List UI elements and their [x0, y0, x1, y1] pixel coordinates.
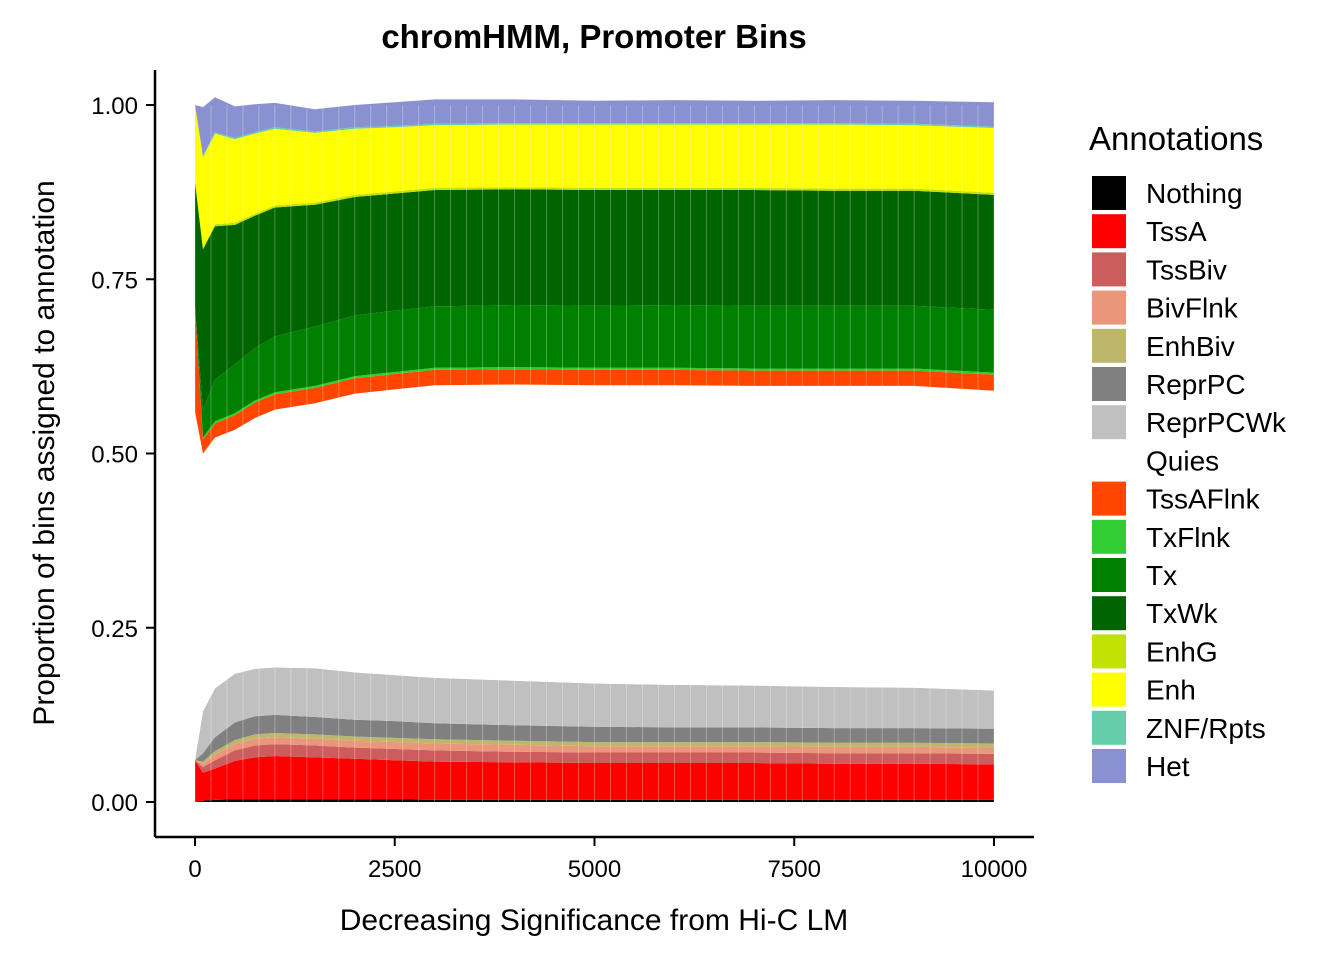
legend-label: TxWk — [1146, 598, 1219, 629]
legend-label: Het — [1146, 751, 1190, 782]
area-tx — [195, 305, 994, 438]
legend-swatch — [1092, 634, 1126, 669]
legend-swatch — [1092, 214, 1126, 249]
legend-item-txwk: TxWk — [1092, 596, 1219, 631]
y-tick-label: 0.75 — [91, 267, 138, 294]
y-tick-label: 1.00 — [91, 93, 138, 120]
bin-separators — [194, 105, 995, 802]
area-het — [195, 97, 994, 156]
area-enhbiv — [195, 733, 994, 764]
legend-label: TssA — [1146, 216, 1207, 247]
legend-label: EnhG — [1146, 636, 1218, 667]
legend-item-quies: Quies — [1092, 443, 1219, 478]
legend-swatch — [1092, 252, 1126, 287]
legend-items: Nothing TssA TssBiv BivFlnk EnhBiv ReprPC Repr… — [1092, 176, 1287, 783]
x-tick-label: 7500 — [768, 856, 821, 883]
legend-swatch — [1092, 519, 1126, 554]
legend-swatch — [1092, 596, 1126, 631]
legend-item-enhg: EnhG — [1092, 634, 1218, 669]
legend-item-tssa: TssA — [1092, 214, 1207, 249]
legend-item-enh: Enh — [1092, 672, 1196, 707]
legend-item-nothing: Nothing — [1092, 176, 1243, 210]
legend-swatch — [1092, 481, 1126, 516]
legend-label: Tx — [1146, 560, 1177, 591]
x-tick-label: 5000 — [568, 856, 621, 883]
chart-title: chromHMM, Promoter Bins — [381, 18, 806, 55]
y-tick-label: 0.50 — [91, 442, 138, 469]
legend-label: ReprPC — [1146, 369, 1246, 400]
legend-label: Quies — [1146, 445, 1219, 476]
stacked-areas — [195, 97, 994, 802]
legend-label: Enh — [1146, 675, 1196, 706]
legend-item-bivflnk: BivFlnk — [1092, 290, 1239, 325]
legend-label: Nothing — [1146, 178, 1243, 209]
legend: Annotations Nothing TssA TssBiv BivFlnk EnhB… — [1089, 120, 1287, 783]
legend-swatch — [1092, 558, 1126, 592]
area-quies — [195, 384, 994, 761]
area-bivflnk — [195, 737, 994, 768]
y-tick-label: 0.25 — [91, 616, 138, 643]
legend-swatch — [1092, 443, 1126, 478]
legend-item-txflnk: TxFlnk — [1092, 519, 1231, 554]
area-reprpc — [195, 714, 994, 762]
axes: 0 2500 5000 7500 10000 0.00 0.25 0.50 0.75 1.00 — [91, 70, 1034, 883]
x-tick-label: 2500 — [368, 856, 421, 883]
area-reprpcwk — [195, 667, 994, 761]
legend-item-enhbiv: EnhBiv — [1092, 328, 1235, 363]
legend-label: TssAFlnk — [1146, 484, 1261, 515]
legend-item-reprpcwk: ReprPCWk — [1092, 405, 1287, 440]
legend-swatch — [1092, 672, 1126, 707]
x-tick-label: 10000 — [961, 856, 1028, 883]
legend-label: TxFlnk — [1146, 522, 1231, 553]
legend-label: ZNF/Rpts — [1146, 713, 1266, 744]
y-axis-title: Proportion of bins assigned to annotatio… — [28, 180, 61, 725]
x-axis-title: Decreasing Significance from Hi-C LM — [340, 904, 849, 937]
plot-area — [194, 97, 995, 802]
legend-swatch — [1092, 176, 1126, 210]
legend-item-tx: Tx — [1092, 558, 1177, 592]
legend-item-tssbiv: TssBiv — [1092, 252, 1227, 287]
legend-item-tssaflnk: TssAFlnk — [1092, 481, 1261, 516]
legend-swatch — [1092, 367, 1126, 401]
legend-item-het: Het — [1092, 749, 1190, 783]
legend-label: ReprPCWk — [1146, 407, 1287, 438]
area-tssaflnk — [195, 307, 994, 454]
legend-swatch — [1092, 749, 1126, 783]
legend-label: BivFlnk — [1146, 293, 1239, 324]
legend-swatch — [1092, 710, 1126, 745]
legend-swatch — [1092, 290, 1126, 325]
legend-label: EnhBiv — [1146, 331, 1235, 362]
area-enh — [195, 105, 994, 248]
legend-swatch — [1092, 328, 1126, 363]
legend-swatch — [1092, 405, 1126, 440]
legend-item-znf-rpts: ZNF/Rpts — [1092, 710, 1266, 745]
area-tssa — [195, 756, 994, 802]
area-txwk — [195, 181, 994, 410]
legend-item-reprpc: ReprPC — [1092, 367, 1246, 401]
y-ticks: 0.00 0.25 0.50 0.75 1.00 — [91, 93, 155, 817]
area-tssbiv — [195, 744, 994, 773]
legend-title: Annotations — [1089, 120, 1263, 157]
x-ticks: 0 2500 5000 7500 10000 — [188, 837, 1027, 883]
y-tick-label: 0.00 — [91, 790, 138, 817]
x-tick-label: 0 — [188, 856, 201, 883]
legend-label: TssBiv — [1146, 254, 1227, 285]
